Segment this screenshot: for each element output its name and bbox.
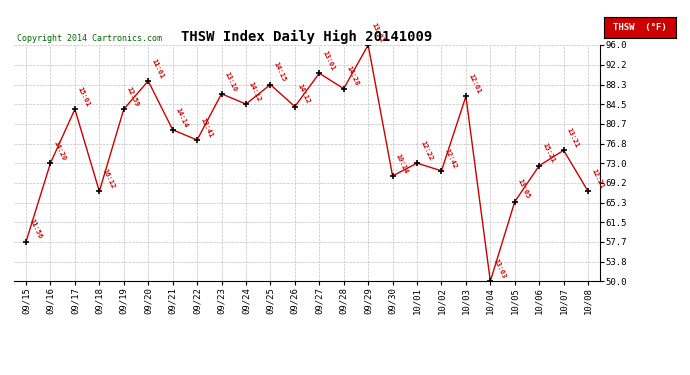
Text: 13:02: 13:02 xyxy=(370,22,384,44)
Text: 14:15: 14:15 xyxy=(273,61,287,83)
Text: 11:56: 11:56 xyxy=(28,218,42,240)
Text: 13:21: 13:21 xyxy=(566,127,580,149)
Text: 12:01: 12:01 xyxy=(468,73,482,95)
Text: 12:42: 12:42 xyxy=(444,147,458,169)
Text: 13:41: 13:41 xyxy=(199,117,213,138)
Title: THSW Index Daily High 20141009: THSW Index Daily High 20141009 xyxy=(181,30,433,44)
Text: 10:14: 10:14 xyxy=(395,153,409,174)
Text: 11:01: 11:01 xyxy=(150,58,165,80)
Text: 13:10: 13:10 xyxy=(224,70,238,92)
Text: Copyright 2014 Cartronics.com: Copyright 2014 Cartronics.com xyxy=(17,34,161,43)
Text: 14:28: 14:28 xyxy=(346,65,360,87)
Text: 12:21: 12:21 xyxy=(590,168,604,190)
Text: 13:01: 13:01 xyxy=(322,50,335,72)
Text: 15:01: 15:01 xyxy=(77,86,91,108)
Text: 16:12: 16:12 xyxy=(101,168,116,190)
Text: 12:59: 12:59 xyxy=(126,86,140,108)
Text: 14:14: 14:14 xyxy=(175,106,189,128)
Text: 12:22: 12:22 xyxy=(419,140,433,162)
Text: THSW  (°F): THSW (°F) xyxy=(613,22,667,32)
Text: 15:21: 15:21 xyxy=(541,142,555,164)
Text: 13:05: 13:05 xyxy=(517,178,531,200)
Text: 14:20: 14:20 xyxy=(52,140,67,162)
Text: 14:12: 14:12 xyxy=(297,83,311,105)
Text: 14:12: 14:12 xyxy=(248,81,262,102)
Text: 13:03: 13:03 xyxy=(492,258,506,280)
